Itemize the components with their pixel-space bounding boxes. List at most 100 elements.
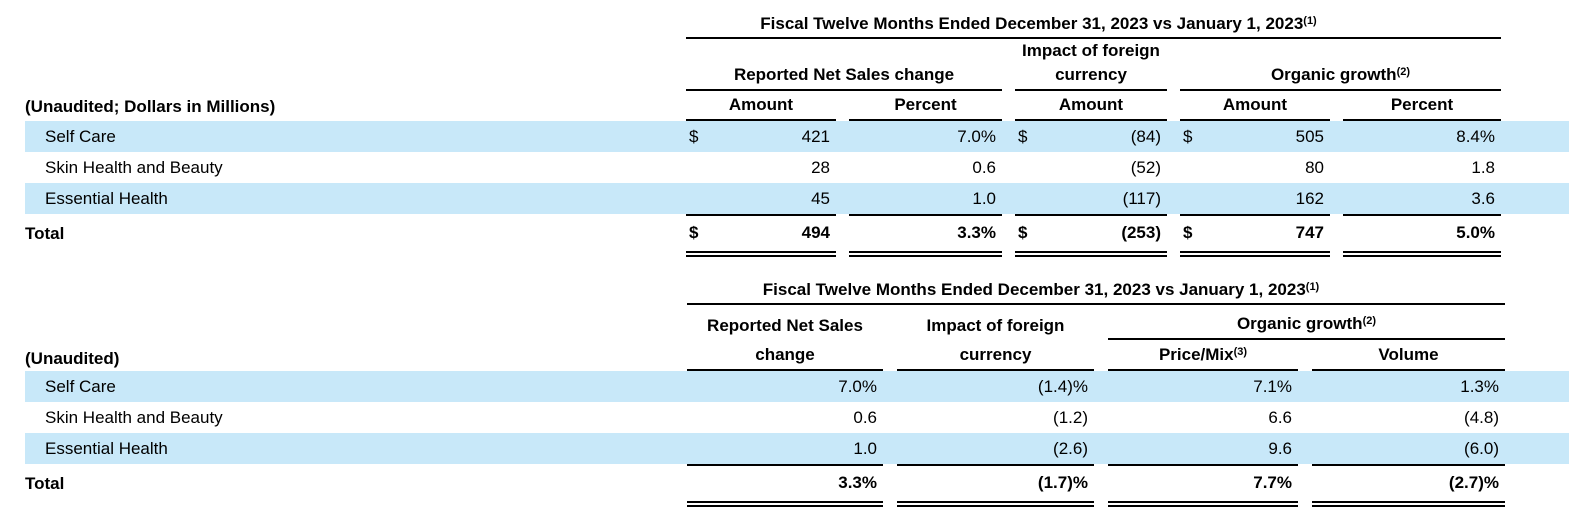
header-label: Price/Mix bbox=[1158, 345, 1234, 364]
table-separator bbox=[25, 257, 1569, 270]
cell: (1.4)% bbox=[1037, 377, 1088, 396]
table1-title-text: Fiscal Twelve Months Ended December 31, … bbox=[760, 14, 1304, 33]
table1-group-header-row: Reported Net Sales change Impact of fore… bbox=[25, 39, 1569, 91]
total-label: Total bbox=[25, 224, 65, 243]
cell: 80 bbox=[1180, 152, 1330, 183]
row-label: Self Care bbox=[45, 377, 116, 396]
table2-header-volume: Volume bbox=[1312, 343, 1505, 371]
cell-value: (52) bbox=[1130, 158, 1161, 177]
total-cell: (1.7)% bbox=[897, 464, 1094, 507]
table-growth-percentages: Fiscal Twelve Months Ended December 31, … bbox=[25, 270, 1569, 507]
total-cell: (2.7)% bbox=[1312, 464, 1505, 507]
table1-title-row: Fiscal Twelve Months Ended December 31, … bbox=[25, 4, 1569, 39]
total-cell: $ (253) bbox=[1015, 214, 1167, 257]
table1-subheader-amount-1: Amount bbox=[686, 91, 836, 121]
cell-value: 1.8 bbox=[1471, 158, 1495, 177]
currency-symbol: $ bbox=[689, 223, 699, 242]
currency-symbol: $ bbox=[1018, 223, 1028, 242]
currency-symbol: $ bbox=[1183, 223, 1193, 242]
cell: 28 bbox=[686, 152, 836, 183]
table2-title-text: Fiscal Twelve Months Ended December 31, … bbox=[762, 280, 1306, 299]
total-cell: 5.0% bbox=[1343, 214, 1501, 257]
total-cell: 3.3% bbox=[849, 214, 1002, 257]
cell-value: 0.6 bbox=[972, 158, 996, 177]
group-label: Organic growth bbox=[1236, 314, 1363, 333]
table2-header-row-1: Reported Net Sales Impact of foreign Org… bbox=[25, 305, 1569, 340]
spacer bbox=[25, 270, 673, 305]
cell: 7.0% bbox=[838, 377, 877, 396]
cell-value: 494 bbox=[801, 223, 830, 242]
table2-title: Fiscal Twelve Months Ended December 31, … bbox=[687, 270, 1505, 305]
table2-header-reported-line2: change bbox=[687, 343, 883, 371]
footnote-1-marker: (1) bbox=[1305, 281, 1320, 293]
cell: 162 bbox=[1180, 183, 1330, 214]
cell: (52) bbox=[1015, 152, 1167, 183]
group-label-line2: currency bbox=[1055, 65, 1127, 84]
table2-header-price-mix: Price/Mix(3) bbox=[1108, 340, 1298, 371]
row-label: Essential Health bbox=[45, 439, 168, 458]
table-row-skin-health: Skin Health and Beauty 28 0.6 (52) 80 1.… bbox=[25, 152, 1569, 183]
cell: (117) bbox=[1015, 183, 1167, 214]
table-row-self-care: Self Care 7.0% (1.4)% 7.1% 1.3% bbox=[25, 371, 1569, 402]
row-label: Skin Health and Beauty bbox=[45, 408, 223, 427]
footnote-2-marker: (2) bbox=[1362, 315, 1377, 327]
total-cell: $747 bbox=[1180, 214, 1330, 257]
cell: (1.2) bbox=[1053, 408, 1088, 427]
cell: (4.8) bbox=[1464, 408, 1499, 427]
cell-value: 1.0 bbox=[972, 189, 996, 208]
table2-header-row-2: (Unaudited) change currency Price/Mix(3)… bbox=[25, 340, 1569, 371]
cell: 1.0 bbox=[853, 439, 877, 458]
group-label: Organic growth bbox=[1270, 65, 1397, 84]
cell: $505 bbox=[1180, 121, 1330, 152]
cell-value: (253) bbox=[1121, 223, 1161, 242]
cell-value: (84) bbox=[1130, 127, 1161, 146]
table2-header-reported-line1: Reported Net Sales bbox=[707, 316, 863, 335]
currency-symbol: $ bbox=[689, 127, 699, 146]
cell-value: 28 bbox=[811, 158, 830, 177]
currency-symbol: $ bbox=[1018, 127, 1028, 146]
cell-value: 3.3% bbox=[957, 223, 996, 242]
total-cell: $494 bbox=[686, 214, 836, 257]
table1-total-row: Total $494 3.3% $ (253) $747 5.0% bbox=[25, 214, 1569, 257]
table-row-essential-health: Essential Health 45 1.0 (117) 162 3.6 bbox=[25, 183, 1569, 214]
table2-header-foreign-line2: currency bbox=[897, 343, 1094, 371]
cell: 1.3% bbox=[1460, 377, 1499, 396]
table2-group-organic-growth: Organic growth(2) bbox=[1108, 309, 1505, 340]
table-row-self-care: Self Care $421 7.0% $ (84) $505 8.4% bbox=[25, 121, 1569, 152]
footnote-2-marker: (2) bbox=[1396, 66, 1411, 78]
group-label: Reported Net Sales change bbox=[733, 65, 955, 84]
cell: 6.6 bbox=[1268, 408, 1292, 427]
cell: 3.6 bbox=[1343, 183, 1501, 214]
table1-title: Fiscal Twelve Months Ended December 31, … bbox=[686, 4, 1501, 39]
cell: (2.6) bbox=[1053, 439, 1088, 458]
cell-value: 80 bbox=[1305, 158, 1324, 177]
cell-value: 421 bbox=[801, 127, 830, 146]
table1-group-organic-growth: Organic growth(2) bbox=[1180, 60, 1501, 91]
table2-total-row: Total 3.3% (1.7)% 7.7% (2.7)% bbox=[25, 464, 1569, 507]
cell-value: 505 bbox=[1295, 127, 1324, 146]
table1-subheader-percent-2: Percent bbox=[1343, 91, 1501, 121]
cell: (6.0) bbox=[1464, 439, 1499, 458]
table1-unaudited-label: (Unaudited; Dollars in Millions) bbox=[25, 97, 276, 116]
cell: 7.0% bbox=[849, 121, 1002, 152]
currency-symbol: $ bbox=[1183, 127, 1193, 146]
table1-group-reported-net-sales: Reported Net Sales change bbox=[686, 63, 1002, 91]
cell-value: 8.4% bbox=[1456, 127, 1495, 146]
cell: 7.1% bbox=[1253, 377, 1292, 396]
row-label: Essential Health bbox=[45, 189, 168, 208]
table1-subheader-amount-2: Amount bbox=[1015, 91, 1167, 121]
cell: 8.4% bbox=[1343, 121, 1501, 152]
footnote-3-marker: (3) bbox=[1233, 346, 1248, 358]
cell-value: 162 bbox=[1295, 189, 1324, 208]
table1-subheader-row: (Unaudited; Dollars in Millions) Amount … bbox=[25, 91, 1569, 121]
cell-value: 7.0% bbox=[957, 127, 996, 146]
table2-header-foreign-line1: Impact of foreign bbox=[926, 316, 1065, 335]
total-cell: 3.3% bbox=[687, 464, 883, 507]
table1-group-foreign-currency: Impact of foreign currency bbox=[1015, 39, 1167, 91]
footnote-1-marker: (1) bbox=[1303, 15, 1317, 27]
cell-value: 5.0% bbox=[1456, 223, 1495, 242]
cell: $ (84) bbox=[1015, 121, 1167, 152]
table1-subheader-percent-1: Percent bbox=[849, 91, 1002, 121]
row-label: Self Care bbox=[45, 127, 116, 146]
